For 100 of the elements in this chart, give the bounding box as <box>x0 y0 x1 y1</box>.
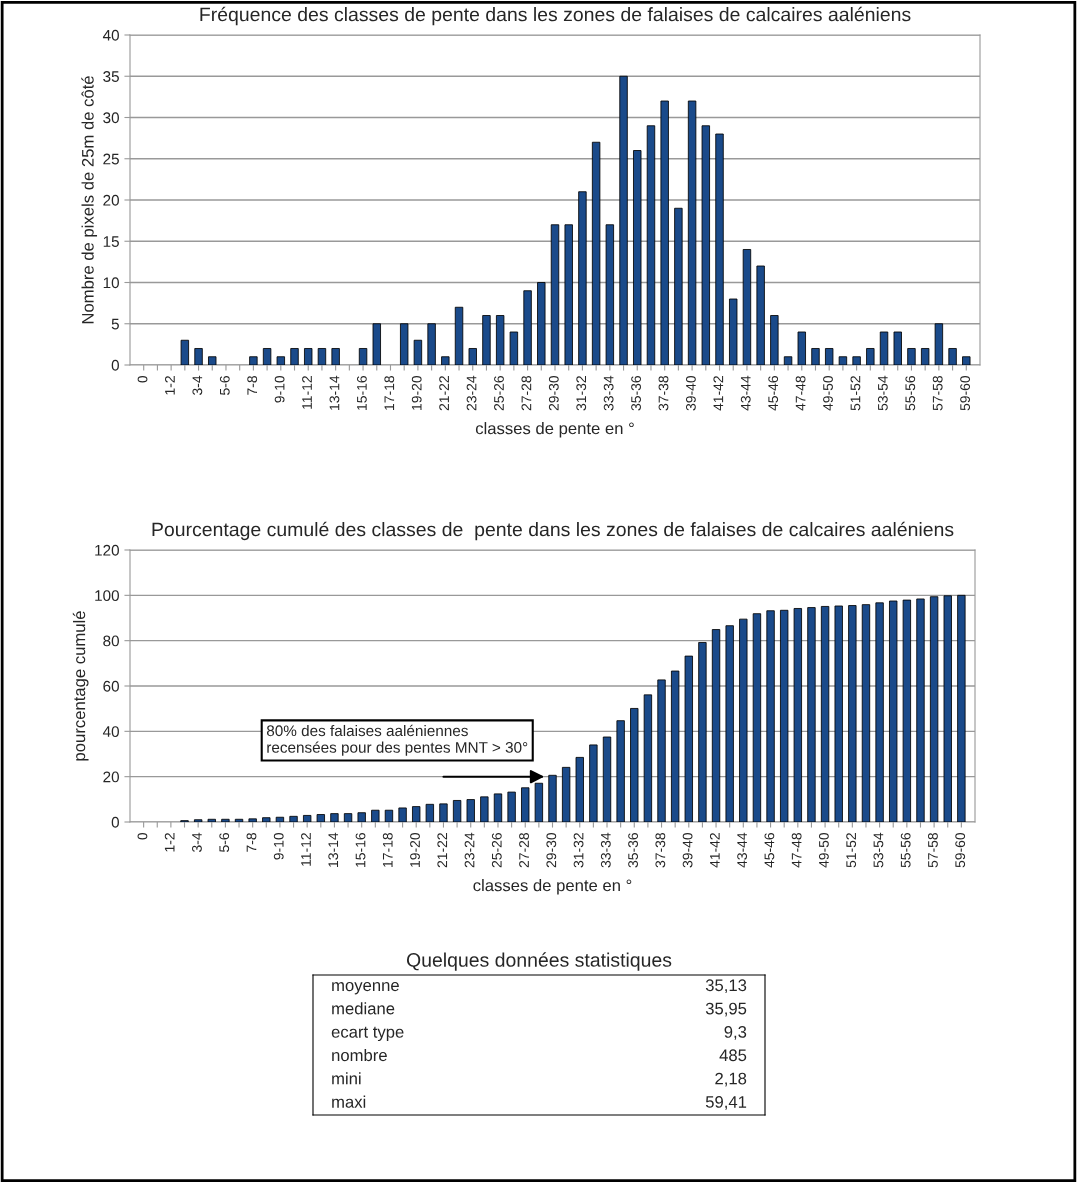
x-tick-label: 17-18 <box>382 833 393 867</box>
bar <box>249 356 258 365</box>
x-axis-title: classes de pente en ° <box>473 879 632 895</box>
chart-title: Pourcentage cumulé des classes de pente dans les zones de falaises de calcaires aaléniens <box>152 521 954 541</box>
bar <box>564 224 573 365</box>
bar <box>866 348 875 365</box>
x-tick-label: 27-28 <box>521 376 532 411</box>
x-tick-label: 59-60 <box>955 832 966 868</box>
x-tick-label: 47-48 <box>791 833 802 868</box>
x-tick-label: 41-42 <box>709 833 720 868</box>
x-tick-label: 33-34 <box>600 832 611 868</box>
bar <box>384 809 394 822</box>
y-tick-label: 15 <box>103 236 119 247</box>
x-tick-label: 9-10 <box>274 375 285 403</box>
x-tick-label: 19-20 <box>411 375 422 410</box>
bar <box>657 679 666 822</box>
bar <box>331 348 340 365</box>
bar <box>276 356 285 365</box>
x-tick-label: 39-40 <box>682 832 693 868</box>
text: 9,3 <box>724 1026 747 1040</box>
x-tick-label: 51-52 <box>846 833 857 868</box>
bar <box>907 348 916 365</box>
x-tick-label: 49-50 <box>823 375 833 411</box>
bar <box>783 356 793 365</box>
x-tick-label: 43-44 <box>740 375 751 411</box>
bar <box>521 787 530 822</box>
x-tick-label: 53-54 <box>877 375 888 411</box>
bar <box>358 348 368 365</box>
x-tick-label: 35-36 <box>628 833 638 868</box>
x-tick-label: 13-14 <box>329 375 340 410</box>
bar <box>793 608 802 822</box>
bar <box>875 602 884 822</box>
x-tick-label: 37-38 <box>655 833 666 868</box>
bar <box>234 818 244 822</box>
x-tick-label: 15-16 <box>355 833 366 867</box>
bar <box>715 133 724 365</box>
x-tick-label: 33-34 <box>603 375 614 411</box>
bar <box>427 323 436 365</box>
x-axis-title: classes de pente en ° <box>475 422 634 438</box>
y-axis-title: Nombre de pixels de 25m de côté <box>81 76 98 324</box>
bar <box>578 191 587 365</box>
bar <box>454 306 464 365</box>
bar <box>304 348 313 365</box>
x-tick-label: 25-26 <box>491 833 502 868</box>
bar <box>619 75 628 365</box>
x-tick-label: 3-4 <box>192 375 203 395</box>
bar <box>725 625 734 822</box>
bar <box>550 224 560 365</box>
x-tick-label: 23-24 <box>466 375 477 411</box>
bar <box>674 207 683 365</box>
bar <box>943 595 952 822</box>
y-tick-label: 25 <box>103 153 119 165</box>
text: 35,95 <box>705 1002 747 1017</box>
x-tick-label: 7-8 <box>247 376 258 395</box>
x-tick-label: 55-56 <box>900 833 911 868</box>
y-tick-label: 30 <box>103 112 119 124</box>
bar <box>441 356 450 365</box>
text: moyenne <box>332 982 399 995</box>
bar <box>962 356 971 365</box>
bar <box>698 642 707 822</box>
bar <box>766 610 775 822</box>
text: 485 <box>719 1049 747 1062</box>
x-tick-label: 45-46 <box>768 376 779 411</box>
bar <box>439 803 448 822</box>
bar <box>372 323 381 365</box>
bar <box>523 290 532 365</box>
text: 59,41 <box>705 1096 747 1110</box>
x-tick-label: 39-40 <box>685 375 696 411</box>
y-tick-label: 35 <box>103 71 119 82</box>
x-tick-label: 31-32 <box>576 376 587 411</box>
y-tick-label: 0 <box>111 816 119 828</box>
x-tick-label: 1-2 <box>164 833 175 852</box>
bar <box>643 694 653 822</box>
bar <box>275 816 285 822</box>
x-tick-label: 13-14 <box>328 832 339 867</box>
text: 35,13 <box>705 979 747 994</box>
bar <box>507 791 516 822</box>
x-tick-label: 25-26 <box>494 376 504 411</box>
x-tick-label: 17-18 <box>384 376 395 410</box>
bar <box>317 348 327 365</box>
x-tick-label: 1-2 <box>165 376 175 395</box>
bar <box>466 799 475 822</box>
x-tick-label: 45-46 <box>764 833 775 868</box>
bar <box>770 315 779 365</box>
bar <box>920 348 930 365</box>
bar <box>807 607 816 822</box>
bar <box>290 348 299 365</box>
y-tick-label: 40 <box>102 29 119 41</box>
y-tick-label: 60 <box>103 680 119 692</box>
x-tick-label: 53-54 <box>873 832 884 868</box>
x-tick-label: 27-28 <box>519 833 529 868</box>
bar <box>493 793 503 822</box>
bar <box>780 609 789 822</box>
bar <box>468 348 477 365</box>
y-tick-label: 80 <box>103 635 119 647</box>
bar <box>605 224 615 365</box>
bar <box>589 744 598 822</box>
text: maxi <box>332 1095 366 1108</box>
bar <box>861 604 871 822</box>
x-tick-label: 0 <box>137 832 148 840</box>
